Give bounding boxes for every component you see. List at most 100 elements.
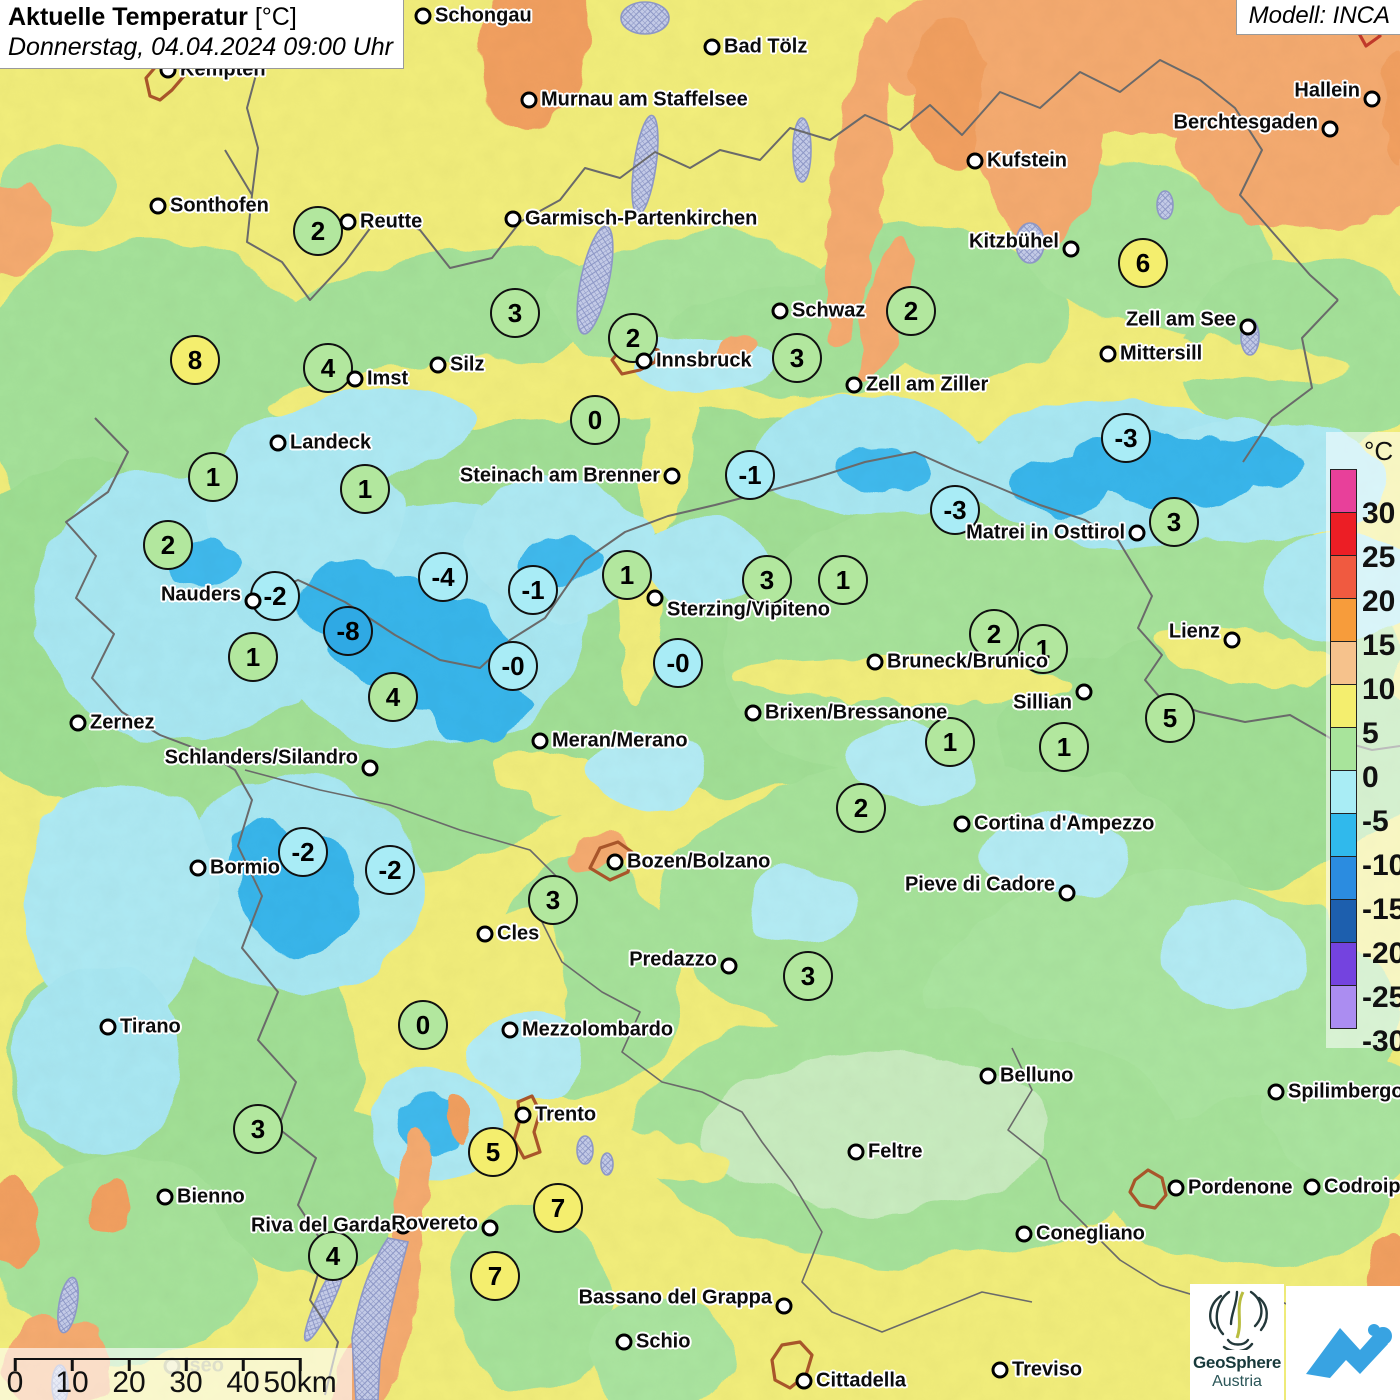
temp-circle-23: 2: [969, 609, 1019, 659]
legend-tick-5: 5: [1362, 717, 1379, 750]
city-label: Riva del Garda: [250, 1214, 391, 1237]
city-marker-icon: [966, 152, 984, 170]
city-label: Hallein: [1294, 79, 1360, 102]
temp-circle-32: 2: [836, 783, 886, 833]
scale-tick-4: [241, 1358, 245, 1371]
temp-circle-10: 1: [188, 452, 238, 502]
temp-circle-25: 1: [228, 632, 278, 682]
city-marker-icon: [531, 732, 549, 750]
temp-circle-19: -1: [508, 565, 558, 615]
scale-tick-0: [13, 1358, 17, 1371]
temp-circle-6: 2: [608, 313, 658, 363]
city-label: Innsbruck: [656, 349, 752, 372]
city-label: Lienz: [1168, 620, 1220, 643]
city-marker-icon: [866, 653, 884, 671]
city-label: Sonthofen: [170, 194, 269, 217]
title-box: Aktuelle Temperatur [°C] Donnerstag, 04.…: [0, 0, 404, 69]
temperature-legend: °C 30 25 20 15 10 5 0 -5 -10 -15 -20 -25 -30: [1326, 432, 1400, 1058]
scale-tick-3: [184, 1358, 188, 1371]
city-marker-icon: [635, 352, 653, 370]
temp-circle-34: -2: [365, 845, 415, 895]
legend-tick--15: -15: [1362, 893, 1400, 926]
legend-band--25: [1330, 942, 1357, 986]
city-label: Schio: [636, 1330, 691, 1353]
city-marker-icon: [520, 91, 538, 109]
city-marker-icon: [189, 859, 207, 877]
page-title: Aktuelle Temperatur [°C]: [8, 3, 297, 31]
legend-band-25: [1330, 512, 1357, 556]
city-marker-icon: [99, 1018, 117, 1036]
city-label: Cittadella: [816, 1369, 907, 1392]
temp-circle-22: 1: [818, 555, 868, 605]
city-marker-icon: [845, 376, 863, 394]
legend-tick-15: 15: [1362, 629, 1396, 662]
legend-tick--5: -5: [1362, 805, 1389, 838]
temp-circle-20: 1: [602, 550, 652, 600]
temp-circle-15: 2: [143, 520, 193, 570]
city-marker-icon: [414, 7, 432, 25]
legend-tick-10: 10: [1362, 673, 1396, 706]
city-marker-icon: [1062, 240, 1080, 258]
legend-band-15: [1330, 598, 1357, 642]
geosphere-wordmark: GeoSphere: [1193, 1353, 1281, 1372]
scale-line: [15, 1358, 300, 1360]
temp-circle-4: 8: [170, 335, 220, 385]
city-label: Murnau am Staffelsee: [541, 88, 748, 111]
city-label: Silz: [450, 353, 485, 376]
city-label: Pieve di Cadore: [904, 873, 1055, 896]
city-marker-icon: [1075, 683, 1093, 701]
city-label: Meran/Merano: [552, 729, 688, 752]
legend-color-bar: [1330, 469, 1357, 1029]
city-label: Brixen/Bressanone: [765, 701, 948, 724]
city-marker-icon: [775, 1297, 793, 1315]
city-marker-icon: [339, 213, 357, 231]
temp-circle-12: -1: [725, 450, 775, 500]
city-marker-icon: [69, 714, 87, 732]
city-marker-icon: [476, 925, 494, 943]
city-label: Treviso: [1012, 1358, 1083, 1381]
temp-circle-37: 0: [398, 1000, 448, 1050]
city-marker-icon: [149, 197, 167, 215]
legend-tick--30: -30: [1362, 1025, 1400, 1058]
city-label: Sterzing/Vipiteno: [667, 598, 830, 621]
city-label: Bormio: [210, 856, 280, 879]
city-marker-icon: [847, 1143, 865, 1161]
city-marker-icon: [1058, 884, 1076, 902]
scale-label-2: 20: [112, 1366, 146, 1399]
legend-unit-label: °C: [1364, 436, 1394, 466]
city-marker-icon: [1303, 1178, 1321, 1196]
geosphere-contour-icon: [1209, 1290, 1268, 1353]
city-label: Conegliano: [1036, 1222, 1145, 1245]
city-label: Spilimbergo: [1288, 1080, 1400, 1103]
city-marker-icon: [394, 1217, 412, 1235]
city-marker-icon: [720, 957, 738, 975]
scale-label-4: 40: [226, 1366, 260, 1399]
legend-tick--20: -20: [1362, 937, 1400, 970]
city-marker-icon: [1267, 1083, 1285, 1101]
partner-mountain-logo: [1286, 1286, 1400, 1400]
city-label: Zell am Ziller: [866, 373, 989, 396]
temp-circle-27: -0: [653, 638, 703, 688]
temp-circle-31: 1: [1039, 722, 1089, 772]
city-label: Mezzolombardo: [522, 1018, 674, 1041]
city-marker-icon: [1363, 90, 1381, 108]
city-label: Imst: [367, 367, 409, 390]
city-marker-icon: [481, 1219, 499, 1237]
city-label: Nauders: [160, 583, 241, 606]
city-label: Mittersill: [1120, 342, 1203, 365]
temp-circle-5: 4: [303, 343, 353, 393]
scale-tick-5: [298, 1358, 302, 1371]
legend-band--10: [1330, 813, 1357, 857]
city-marker-icon: [361, 759, 379, 777]
temp-circle-9: -3: [1101, 413, 1151, 463]
city-marker-icon: [1099, 345, 1117, 363]
city-label: Zell am See: [1125, 308, 1236, 331]
temp-circle-24: 1: [1018, 624, 1068, 674]
map-scale-bar: 0 10 20 30 40 50km: [0, 1348, 352, 1400]
scale-label-3: 30: [169, 1366, 203, 1399]
city-marker-icon: [744, 704, 762, 722]
temp-circle-42: 7: [470, 1251, 520, 1301]
city-marker-icon: [1167, 1179, 1185, 1197]
legend-tick-20: 20: [1362, 585, 1396, 618]
